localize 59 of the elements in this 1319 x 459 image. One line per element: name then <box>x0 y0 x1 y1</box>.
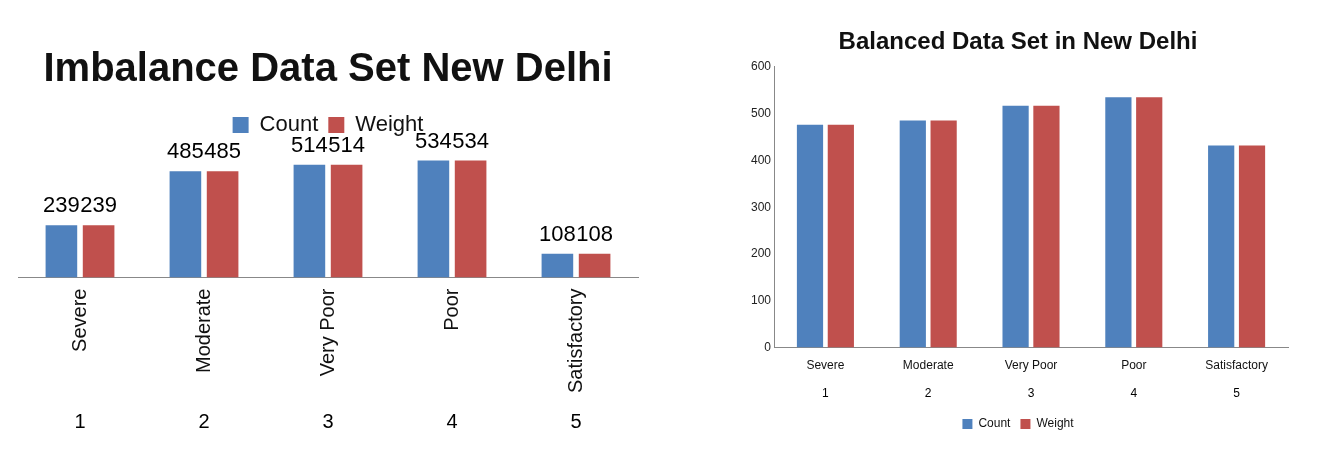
y-tick-label: 300 <box>750 199 772 214</box>
y-tick-label: 200 <box>750 246 772 261</box>
bar <box>1105 97 1132 348</box>
data-label: 534 <box>452 127 489 153</box>
text: 4 <box>1130 386 1138 401</box>
data-label: 108 <box>576 220 613 246</box>
text: 3 <box>1027 386 1035 401</box>
bar <box>454 160 487 278</box>
bar <box>541 253 574 278</box>
bar <box>417 160 450 278</box>
bar <box>293 164 326 278</box>
data-label: 239 <box>80 192 117 218</box>
bar <box>1136 97 1163 348</box>
bar <box>330 164 363 278</box>
legend-label: Count <box>978 416 1012 431</box>
legend-label: Weight <box>1036 416 1075 431</box>
x-tick-label: Satisfactory <box>563 288 586 393</box>
bar <box>1002 105 1029 348</box>
bar <box>169 171 202 278</box>
data-label: 108 <box>539 220 576 246</box>
x-tick-label: Moderate <box>902 358 954 373</box>
y-tick-label: 0 <box>764 339 772 354</box>
chart-title: Imbalance Data Set New Delhi <box>43 45 613 90</box>
bar <box>1208 145 1235 348</box>
data-label: 485 <box>204 138 241 164</box>
bar <box>45 225 78 278</box>
text: 4 <box>446 409 458 432</box>
y-tick-label: 100 <box>750 293 772 308</box>
y-tick-label: 400 <box>750 152 772 167</box>
data-label: 485 <box>167 138 204 164</box>
bar <box>82 225 115 278</box>
bar <box>1238 145 1266 348</box>
x-tick-label: Poor <box>439 288 462 331</box>
y-tick-label: 600 <box>750 59 772 74</box>
data-label: 514 <box>328 131 365 157</box>
x-tick-label: Very Poor <box>1004 358 1058 373</box>
y-tick-label: 500 <box>750 105 772 120</box>
bar <box>930 120 957 348</box>
x-tick-label: Very Poor <box>315 288 338 377</box>
x-tick-label: Severe <box>67 288 90 352</box>
bar <box>578 253 611 278</box>
text: 5 <box>1233 386 1241 401</box>
x-tick-label: Moderate <box>191 288 214 374</box>
bar <box>1033 105 1060 348</box>
chart-title: Balanced Data Set in New Delhi <box>838 27 1198 55</box>
bar <box>899 120 926 348</box>
text: 2 <box>924 386 932 401</box>
text: 3 <box>322 409 334 432</box>
text: 2 <box>198 409 210 432</box>
x-tick-label: Poor <box>1121 358 1147 373</box>
bar <box>796 124 824 348</box>
bar <box>827 124 854 348</box>
text: 1 <box>74 409 86 432</box>
data-label: 239 <box>43 192 80 218</box>
x-tick-label: Satisfactory <box>1205 358 1268 373</box>
text: 5 <box>570 409 582 432</box>
x-tick-label: Severe <box>806 358 845 373</box>
text: 1 <box>822 386 830 401</box>
bar <box>206 171 239 278</box>
